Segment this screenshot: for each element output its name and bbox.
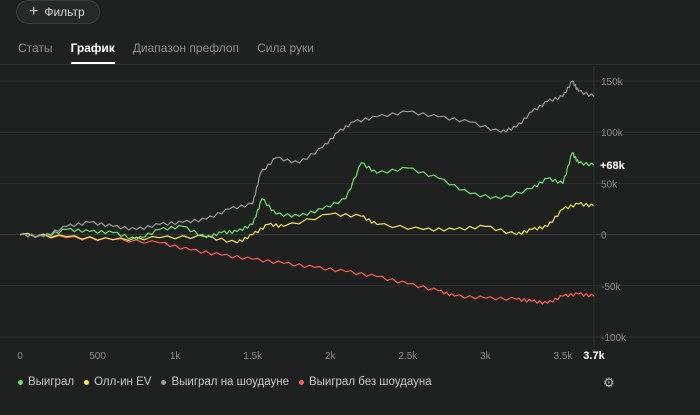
x-end-label: 3.7k	[583, 350, 605, 362]
series-non-showdown	[19, 233, 595, 305]
y-tick-label: -50k	[601, 282, 621, 293]
y-tick-label: -100k	[601, 333, 627, 344]
legend-label-showdown: Выиграл на шоудауне	[171, 376, 289, 388]
y-tick-label: 100k	[601, 128, 624, 139]
tab-preflop-range[interactable]: Диапазон префлоп	[132, 41, 240, 55]
end-value-label: +68k	[600, 160, 626, 172]
legend-label-won: Выиграл	[28, 376, 75, 388]
x-tick-label: 2.5k	[398, 351, 418, 362]
tab-graph[interactable]: График	[70, 41, 115, 64]
end-labels: +68k	[600, 160, 626, 172]
legend-dot-non-showdown	[298, 379, 304, 385]
plus-icon: +	[29, 2, 39, 20]
y-tick-label: 150k	[601, 77, 624, 88]
y-tick-label: 50k	[601, 179, 618, 190]
x-tick-label: 0	[17, 351, 23, 362]
legend-item-won[interactable]: Выиграл	[18, 376, 74, 388]
tab-hand-strength[interactable]: Сила руки	[257, 41, 314, 55]
chart-legend: Выиграл Олл-ин EV Выиграл на шоудауне Вы…	[18, 376, 432, 388]
y-tick-label: 0	[601, 231, 607, 242]
legend-label-non-showdown: Выиграл без шоудауна	[308, 376, 432, 388]
x-tick-label: 2k	[325, 351, 337, 362]
legend-item-allin-ev[interactable]: Олл-ин EV	[84, 376, 151, 388]
chart-lines	[19, 80, 595, 305]
legend-item-showdown[interactable]: Выиграл на шоудауне	[161, 376, 289, 388]
filter-button-label: Фильтр	[44, 5, 85, 19]
legend-dot-allin-ev	[84, 379, 90, 385]
series-won	[19, 152, 595, 241]
legend-dot-showdown	[161, 379, 167, 385]
chart-grid	[0, 66, 700, 347]
tab-stats[interactable]: Статы	[18, 41, 53, 55]
series-showdown	[19, 80, 595, 239]
winnings-chart: 150k 100k 50k 0 -50k -100k 0 500 1k 1.5k 2k 2.5k 3k…	[0, 66, 700, 362]
filter-button[interactable]: + Фильтр	[16, 0, 100, 24]
x-tick-label: 1.5k	[243, 351, 263, 362]
tab-bar: Статы График Диапазон префлоп Сила руки	[18, 41, 314, 64]
x-tick-label: 3.5k	[554, 351, 574, 362]
x-axis-labels: 0 500 1k 1.5k 2k 2.5k 3k 3.5k 3.7k	[17, 350, 605, 362]
gear-icon[interactable]: ⚙	[603, 375, 615, 390]
tab-divider	[0, 64, 700, 65]
legend-label-allin-ev: Олл-ин EV	[94, 376, 152, 388]
legend-item-non-showdown[interactable]: Выиграл без шоудауна	[298, 376, 432, 388]
series-allin-ev	[19, 202, 595, 244]
x-tick-label: 1k	[170, 351, 182, 362]
x-tick-label: 500	[89, 351, 106, 362]
legend-dot-won	[18, 379, 23, 385]
y-axis-labels: 150k 100k 50k 0 -50k -100k	[601, 77, 627, 344]
x-tick-label: 3k	[480, 351, 492, 362]
